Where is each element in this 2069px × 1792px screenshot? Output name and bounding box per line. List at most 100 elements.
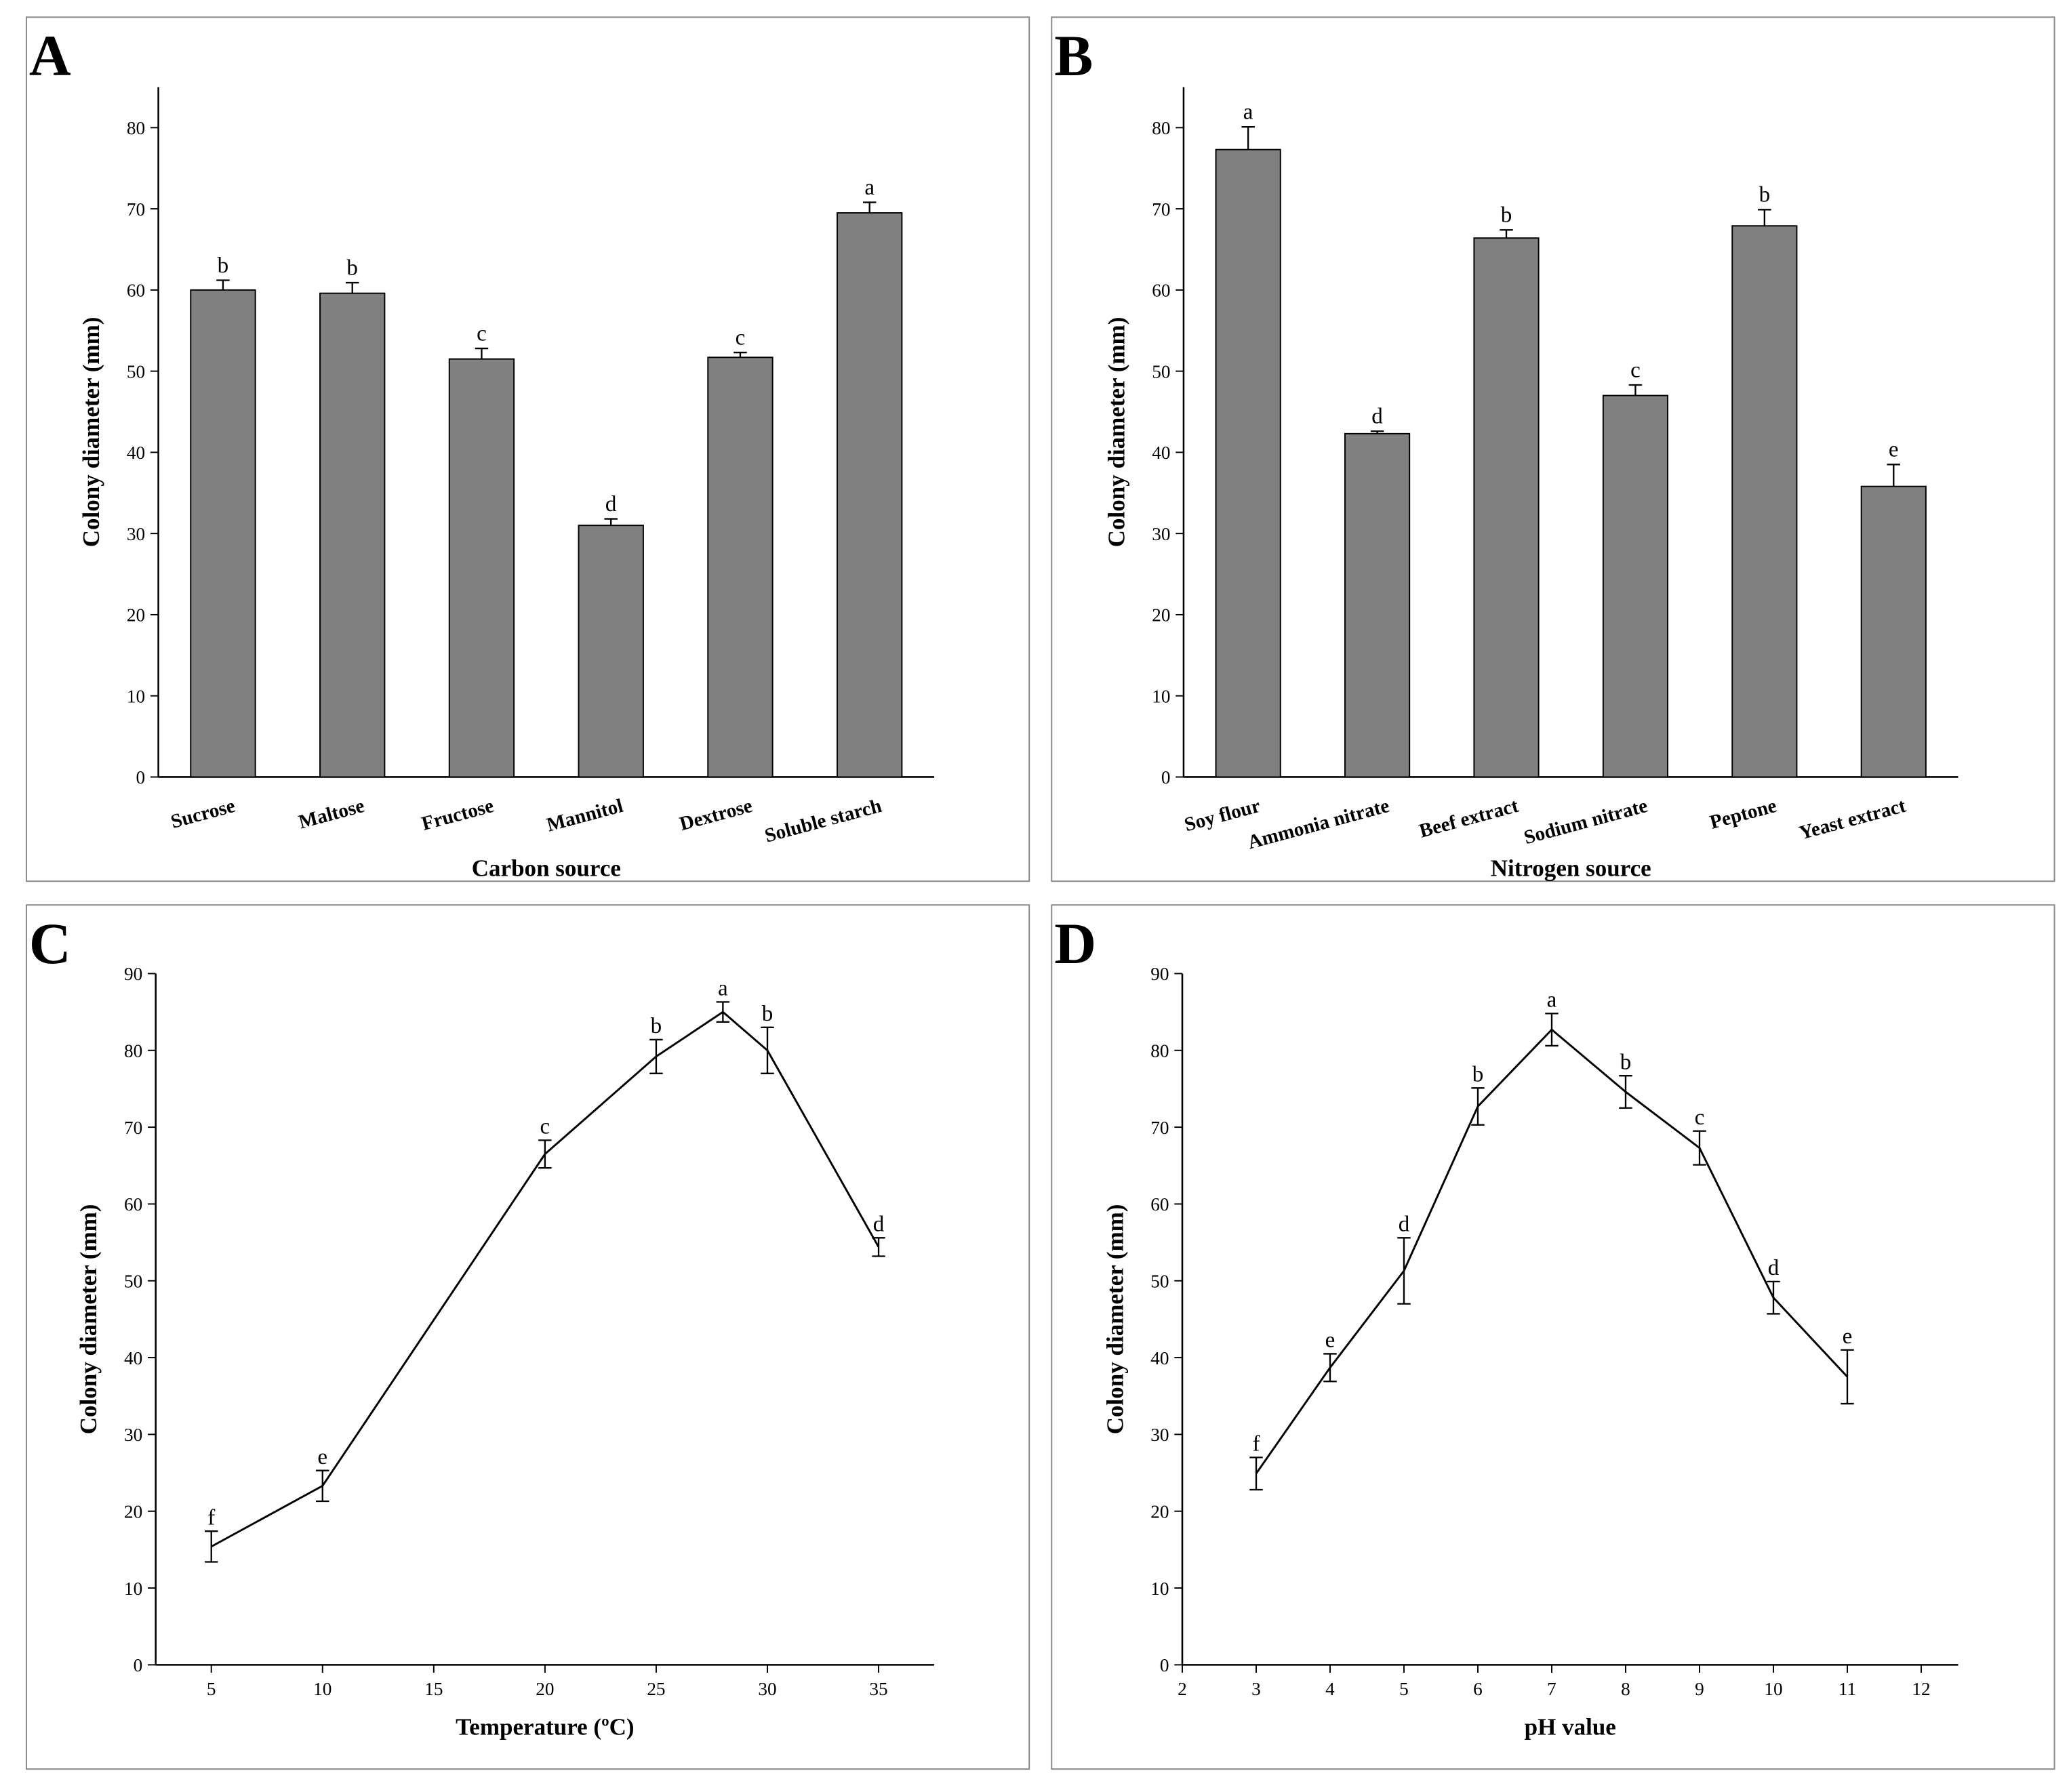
y-tick-label: 30 (1150, 1425, 1169, 1445)
x-tick-label: 12 (1912, 1679, 1930, 1699)
significance-letter: d (873, 1213, 885, 1237)
significance-letter: b (1472, 1063, 1484, 1087)
bar (448, 358, 515, 778)
bar (1215, 148, 1281, 778)
error-bar (204, 1530, 218, 1563)
y-tick-label: 80 (1150, 1041, 1169, 1061)
y-tick-label: 20 (1152, 605, 1170, 626)
y-tick-label: 80 (124, 1041, 142, 1061)
bar (1731, 225, 1798, 778)
x-tick-label: Soluble starch (763, 795, 884, 847)
error-bar (345, 281, 359, 293)
x-tick-label: 2 (1178, 1679, 1187, 1699)
bar (1860, 485, 1927, 778)
x-tick-label: 10 (313, 1679, 332, 1699)
x-tick-label: Peptone (1708, 795, 1779, 834)
error-bar (1758, 209, 1771, 226)
x-tick-label: 11 (1839, 1679, 1856, 1699)
y-tick-label: 40 (127, 443, 145, 463)
bar (837, 212, 903, 778)
error-bar (649, 1038, 663, 1074)
x-tick-label: Maltose (296, 795, 367, 834)
y-tick-label: 10 (124, 1579, 142, 1599)
x-tick-label: 3 (1251, 1679, 1261, 1699)
error-bar (1500, 229, 1513, 239)
error-bar (475, 347, 489, 359)
panel-letter: C (29, 912, 71, 976)
panel-frame (1051, 904, 2055, 1770)
significance-letter: c (477, 321, 487, 346)
y-tick-label: 0 (1160, 1655, 1169, 1675)
x-tick-label: 9 (1695, 1679, 1704, 1699)
significance-letter: c (736, 325, 746, 350)
y-tick-label: 60 (1152, 281, 1170, 301)
y-tick-label: 30 (127, 524, 145, 544)
bar (1473, 237, 1540, 778)
x-tick-label: 5 (207, 1679, 216, 1699)
y-axis-label: Colony diameter (mm) (75, 1204, 102, 1435)
y-tick-label: 40 (1152, 443, 1170, 463)
bar (1344, 432, 1411, 778)
y-tick-label: 0 (136, 767, 145, 788)
y-tick-label: 10 (127, 686, 145, 706)
error-bar (1471, 1087, 1485, 1126)
x-tick-label: Dextrose (677, 795, 755, 835)
y-tick-label: 80 (127, 118, 145, 138)
panel-letter: D (1054, 912, 1096, 976)
error-bar (716, 1001, 730, 1023)
y-tick-label: 70 (1152, 199, 1170, 220)
x-tick-label: Sodium nitrate (1522, 795, 1650, 849)
significance-letter: c (540, 1115, 550, 1139)
error-bar (1841, 1349, 1854, 1405)
error-bar (761, 1026, 774, 1074)
y-tick-label: 50 (127, 361, 145, 382)
y-axis-label: Colony diameter (mm) (1103, 317, 1129, 548)
panel-frame (25, 904, 1030, 1770)
error-bar (604, 518, 618, 526)
error-bar (1370, 430, 1384, 434)
significance-letter: f (1252, 1432, 1260, 1457)
significance-letter: e (317, 1445, 327, 1469)
y-tick-label: 20 (1150, 1501, 1169, 1522)
y-tick-label: 60 (1150, 1194, 1169, 1215)
y-tick-label: 90 (1150, 964, 1169, 984)
error-bar (1397, 1237, 1411, 1305)
significance-letter: a (1243, 100, 1253, 124)
significance-letter: a (864, 176, 875, 200)
x-axis-label: Carbon source (472, 855, 621, 881)
error-bar (1767, 1280, 1780, 1315)
y-tick-label: 40 (1150, 1348, 1169, 1368)
panel: A 0 10 20 30 40 50 60 70 80 Colony diameter (mm) Ca… (25, 16, 1030, 882)
line (211, 1011, 880, 1548)
y-tick-label: 50 (1152, 361, 1170, 382)
error-bar (872, 1237, 885, 1257)
y-tick-label: 70 (127, 199, 145, 220)
y-tick-label: 70 (124, 1118, 142, 1138)
y-tick-label: 60 (124, 1194, 142, 1215)
significance-letter: b (1620, 1050, 1632, 1074)
error-bar (1628, 384, 1643, 396)
x-tick-label: Ammonia nitrate (1245, 795, 1392, 854)
x-tick-label: 35 (869, 1679, 887, 1699)
x-tick-label: 6 (1473, 1679, 1483, 1699)
x-tick-label: Soy flour (1182, 795, 1263, 836)
y-tick-label: 30 (1152, 524, 1170, 544)
panel: B 0 10 20 30 40 50 60 70 80 Colony diameter (mm) Ni… (1051, 16, 2055, 882)
line (1255, 1028, 1849, 1475)
y-tick-label: 10 (1152, 686, 1170, 706)
x-axis-label: Temperature (ºC) (456, 1714, 634, 1740)
y-axis-label: Colony diameter (mm) (78, 317, 104, 548)
significance-letter: b (1501, 203, 1512, 228)
x-tick-label: 20 (536, 1679, 554, 1699)
y-axis-label: Colony diameter (mm) (1102, 1204, 1128, 1435)
bar (578, 525, 644, 778)
y-tick-label: 60 (127, 281, 145, 301)
y-tick-label: 80 (1152, 118, 1170, 138)
error-bar (1323, 1353, 1337, 1383)
x-tick-label: Fructose (420, 795, 496, 835)
panel: C 0 10 20 30 40 50 60 70 80 90 Colony diameter (mm)… (25, 904, 1030, 1770)
y-tick-label: 20 (124, 1501, 142, 1522)
significance-letter: e (1889, 438, 1899, 462)
